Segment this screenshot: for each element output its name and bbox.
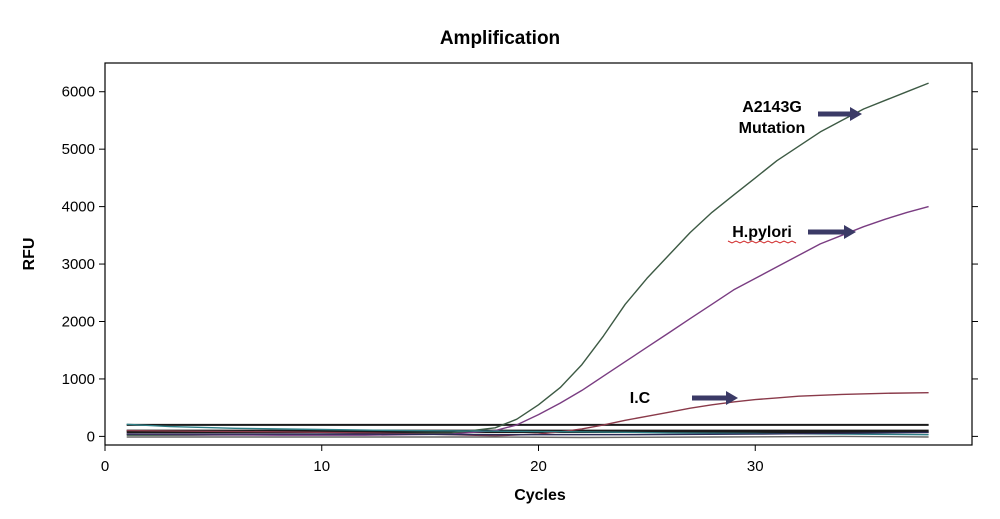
i-c-curve	[126, 392, 929, 437]
chart-title: Amplification	[440, 28, 560, 49]
y-tick-label: 6000	[62, 84, 95, 101]
y-tick-label: 1000	[62, 371, 95, 388]
annotation-label: Mutation	[739, 120, 806, 137]
y-tick-label: 4000	[62, 199, 95, 216]
amplification-curves	[126, 82, 929, 439]
annotation-arrow	[818, 107, 862, 121]
annotation-label: I.C	[630, 390, 651, 407]
x-tick-label: 20	[530, 458, 547, 475]
curve-annotations: A2143G Mutation H.pylori I.C	[630, 99, 862, 407]
x-tick-label: 10	[313, 458, 330, 475]
a2143g-mutation-curve	[126, 82, 929, 436]
x-tick-label: 0	[101, 458, 109, 475]
y-axis-label: RFU	[21, 238, 38, 271]
h-pylori-curve	[126, 205, 929, 436]
annotation-label: H.pylori	[732, 224, 792, 241]
annotation-arrow	[692, 391, 738, 405]
spellcheck-underline	[727, 240, 797, 244]
annotation-arrow	[808, 225, 856, 239]
x-tick-label: 30	[747, 458, 764, 475]
annotation-label: A2143G	[742, 99, 802, 116]
baseline-curve	[126, 435, 929, 439]
y-tick-label: 3000	[62, 256, 95, 273]
y-tick-label: 5000	[62, 141, 95, 158]
axis-ticks: 0 10 20 30 0 1000 2000 3000 4000 5000 6000	[62, 84, 978, 475]
baseline-curve	[126, 431, 929, 436]
y-tick-label: 2000	[62, 313, 95, 330]
x-axis-label: Cycles	[514, 487, 566, 504]
y-tick-label: 0	[87, 428, 95, 445]
